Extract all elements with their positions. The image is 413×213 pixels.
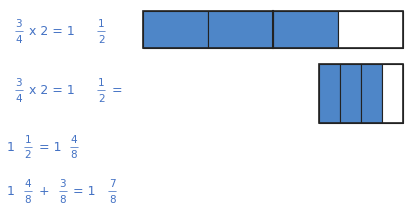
Text: 8: 8 <box>71 150 77 160</box>
Bar <box>143 11 208 48</box>
Text: —: — <box>69 143 78 152</box>
Text: =: = <box>112 84 122 97</box>
Text: —: — <box>108 187 117 196</box>
Text: 2: 2 <box>25 150 31 160</box>
Text: x 2 = 1: x 2 = 1 <box>29 25 75 38</box>
Text: 1: 1 <box>98 78 104 88</box>
Text: —: — <box>14 27 23 36</box>
Text: 3: 3 <box>59 179 66 189</box>
Bar <box>143 11 404 48</box>
Text: 8: 8 <box>59 195 66 205</box>
Bar <box>208 11 273 48</box>
Text: —: — <box>24 187 33 196</box>
Text: 2: 2 <box>98 35 104 45</box>
Text: —: — <box>14 86 23 95</box>
Text: 4: 4 <box>71 134 77 144</box>
Text: 8: 8 <box>109 195 116 205</box>
Text: —: — <box>97 27 106 36</box>
Bar <box>382 65 404 123</box>
Text: 1: 1 <box>25 134 31 144</box>
Bar <box>338 11 404 48</box>
Text: —: — <box>58 187 67 196</box>
Text: 8: 8 <box>25 195 31 205</box>
Text: 1: 1 <box>7 141 14 154</box>
Text: 3: 3 <box>15 19 22 29</box>
Bar <box>361 65 382 123</box>
Text: 4: 4 <box>25 179 31 189</box>
Bar <box>319 65 404 123</box>
Text: = 1: = 1 <box>73 185 96 198</box>
Text: 7: 7 <box>109 179 116 189</box>
Text: +: + <box>39 185 49 198</box>
Bar <box>273 11 338 48</box>
Text: x 2 = 1: x 2 = 1 <box>29 84 75 97</box>
Text: 1: 1 <box>7 185 14 198</box>
Text: 4: 4 <box>15 94 22 104</box>
Text: = 1: = 1 <box>39 141 61 154</box>
Bar <box>319 65 340 123</box>
Text: 3: 3 <box>15 78 22 88</box>
Text: 2: 2 <box>98 94 104 104</box>
Text: —: — <box>97 86 106 95</box>
Bar <box>340 65 361 123</box>
Text: 4: 4 <box>15 35 22 45</box>
Text: —: — <box>24 143 33 152</box>
Text: 1: 1 <box>98 19 104 29</box>
